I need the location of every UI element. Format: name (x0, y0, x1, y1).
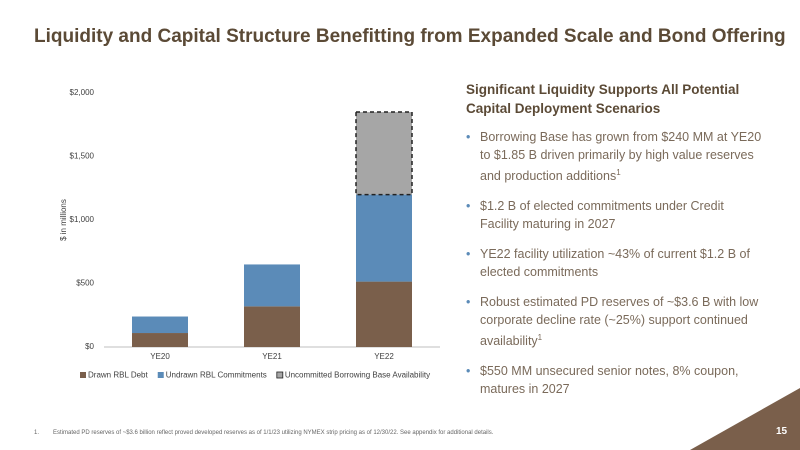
legend-swatch (157, 372, 164, 378)
bar-segment (355, 111, 413, 196)
bar-segment (132, 333, 188, 347)
text-panel: Significant Liquidity Supports All Poten… (466, 80, 766, 410)
bullet: $1.2 B of elected commitments under Cred… (466, 197, 766, 233)
y-tick-label: $1,000 (70, 215, 95, 224)
bullet-text: $550 MM unsecured senior notes, 8% coupo… (480, 364, 739, 397)
footnote-ref: 1 (616, 168, 621, 177)
footnote-text: Estimated PD reserves of ~$3.6 billion r… (53, 430, 494, 436)
bullet: YE22 facility utilization ~43% of curren… (466, 245, 766, 281)
bar-segment (244, 306, 300, 347)
corner-decoration (690, 388, 800, 450)
legend-label: Undrawn RBL Commitments (166, 371, 267, 380)
y-tick-label: $0 (85, 342, 94, 351)
bar-segment (356, 281, 412, 347)
legend-swatch (80, 372, 86, 378)
bullet-text: Robust estimated PD reserves of ~$3.6 B … (480, 295, 759, 349)
slide-title: Liquidity and Capital Structure Benefitt… (34, 26, 786, 47)
bar-segment (132, 316, 188, 334)
bullet-list: Borrowing Base has grown from $240 MM at… (466, 128, 766, 398)
y-tick-label: $1,500 (70, 152, 95, 161)
y-tick-label: $2,000 (70, 88, 95, 97)
bar-segment (244, 264, 300, 307)
bullet-text: $1.2 B of elected commitments under Cred… (480, 199, 724, 232)
x-tick-label: YE21 (262, 352, 282, 361)
bullet: Borrowing Base has grown from $240 MM at… (466, 128, 766, 185)
bullet: Robust estimated PD reserves of ~$3.6 B … (466, 293, 766, 350)
x-tick-label: YE20 (150, 352, 170, 361)
bullet-text: Borrowing Base has grown from $240 MM at… (480, 130, 762, 184)
footnote-ref: 1 (537, 333, 543, 343)
bullet: $550 MM unsecured senior notes, 8% coupo… (466, 362, 766, 398)
y-tick-label: $500 (76, 279, 94, 288)
legend-label: Uncommitted Borrowing Base Availability (285, 371, 430, 380)
y-axis-label: $ in millions (59, 199, 68, 241)
footnote-number: 1. (34, 430, 40, 436)
panel-heading: Significant Liquidity Supports All Poten… (466, 82, 740, 116)
footnote: 1. Estimated PD reserves of ~$3.6 billion… (34, 430, 493, 436)
legend-label: Drawn RBL Debt (88, 371, 149, 380)
page-number: 15 (776, 426, 788, 437)
bullet-text: YE22 facility utilization ~43% of curren… (480, 247, 750, 280)
legend-swatch (276, 371, 284, 379)
x-tick-label: YE22 (374, 352, 394, 361)
bar-segment (356, 194, 412, 282)
